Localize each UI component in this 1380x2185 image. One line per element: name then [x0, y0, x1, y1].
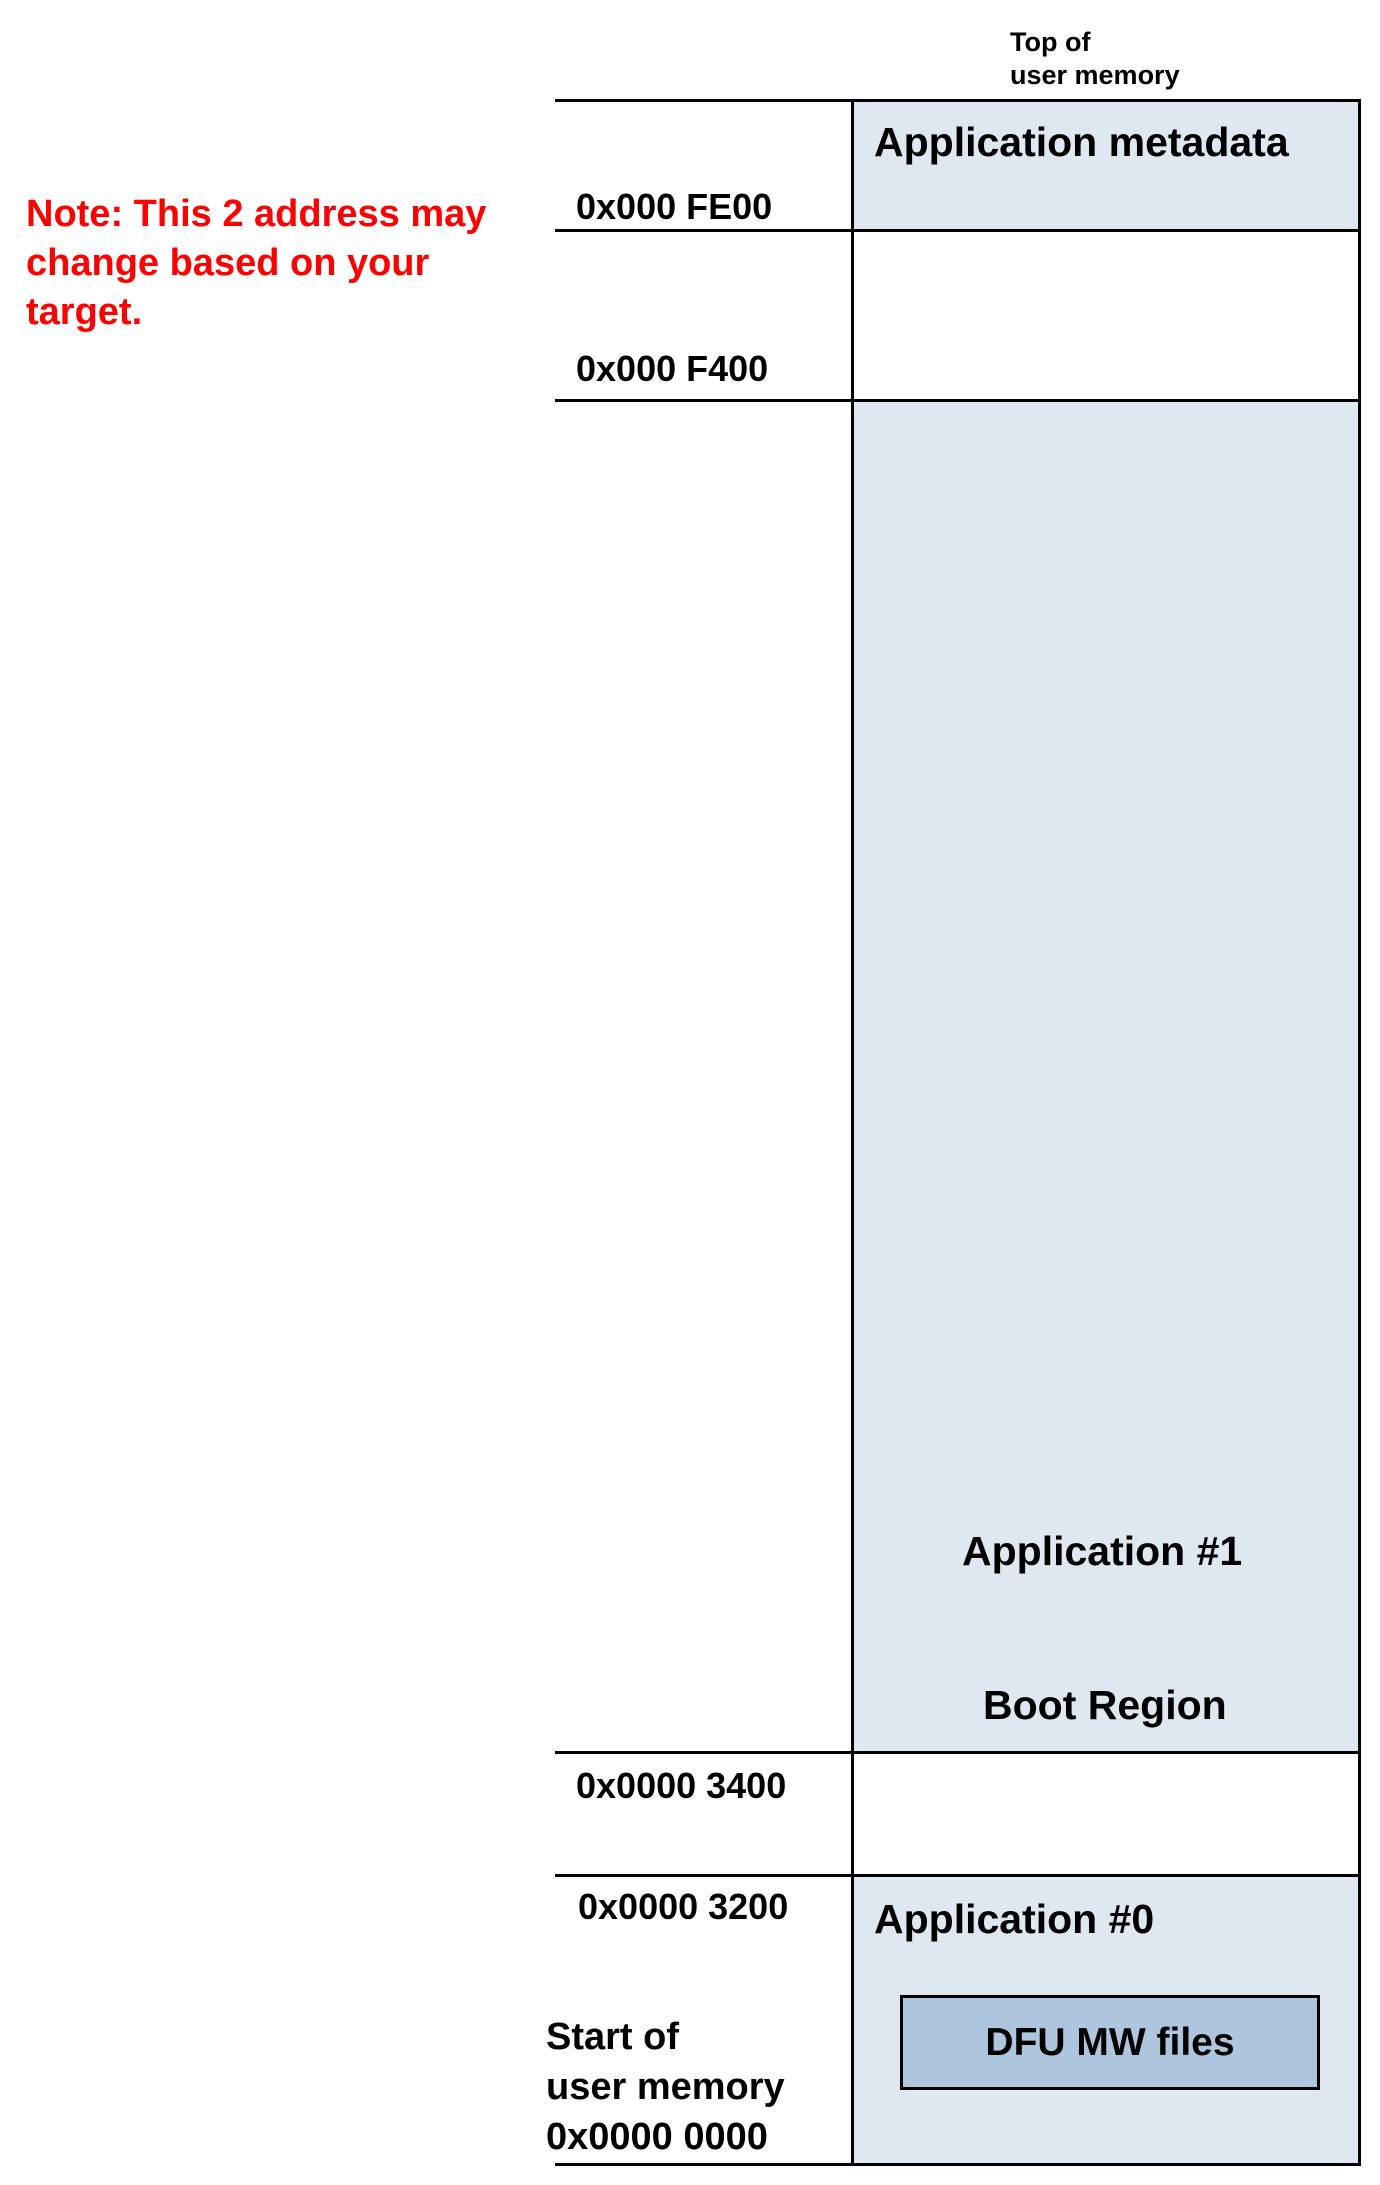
address-fe00: 0x000 FE00: [576, 186, 773, 227]
f400-boundary-line: [555, 399, 1361, 402]
gap-region-top: [851, 230, 1361, 400]
top-boundary-line: [555, 99, 1361, 102]
metadata-region: [851, 100, 1361, 230]
memory-map-right-border: [1358, 100, 1361, 2166]
top-of-memory-label: Top of user memory: [1010, 26, 1180, 92]
note-line2: change based on your: [26, 242, 430, 284]
start-label-line1: Start of: [546, 2016, 679, 2058]
note-text: Note: This 2 address may change based on…: [26, 190, 486, 337]
fe00-boundary-line: [555, 229, 1361, 232]
start-label-address: 0x0000 0000: [546, 2116, 768, 2158]
app1-label: Application #1: [962, 1528, 1243, 1574]
address-3400: 0x0000 3400: [576, 1765, 787, 1806]
address-3200: 0x0000 3200: [578, 1886, 789, 1927]
metadata-label: Application metadata: [874, 119, 1289, 165]
bottom-boundary-line: [555, 2163, 1361, 2166]
top-label-line1: Top of: [1010, 27, 1091, 57]
start-label-line2: user memory: [546, 2066, 785, 2108]
note-line1: Note: This 2 address may: [26, 193, 487, 235]
3400-boundary-line: [555, 1751, 1361, 1754]
app0-label: Application #0: [874, 1896, 1155, 1942]
dfu-mw-files-label: DFU MW files: [985, 2020, 1235, 2064]
gap-region-bottom: [851, 1752, 1361, 1875]
app1-boot-region: [851, 400, 1361, 1752]
3200-boundary-line: [555, 1874, 1361, 1877]
start-of-memory-label: Start of user memory 0x0000 0000: [546, 2012, 785, 2162]
top-label-line2: user memory: [1010, 60, 1180, 90]
address-f400: 0x000 F400: [576, 348, 769, 389]
note-line3: target.: [26, 291, 143, 333]
boot-region-label: Boot Region: [983, 1682, 1227, 1728]
memory-map-left-border: [851, 100, 854, 2166]
dfu-mw-files-box: DFU MW files: [900, 1995, 1320, 2090]
